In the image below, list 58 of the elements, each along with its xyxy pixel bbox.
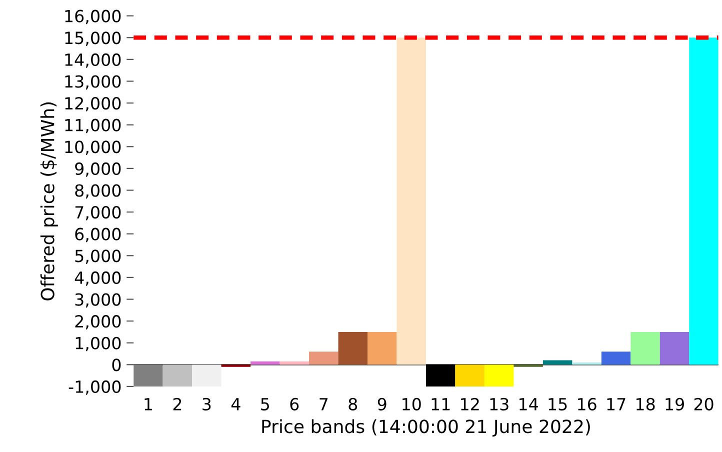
x-tick-label: 13: [490, 398, 508, 410]
y-tick-label: -1,000: [68, 380, 121, 395]
y-tick-label: 4,000: [74, 271, 121, 286]
y-tick-label: 11,000: [65, 118, 121, 134]
x-tick-label: 2: [173, 398, 182, 410]
x-tick-label: 19: [666, 398, 684, 410]
y-tick-label: 12,000: [65, 96, 121, 112]
y-tick-label: 15,000: [65, 32, 121, 46]
y-tick-label: 16,000: [65, 10, 121, 24]
bar: [660, 332, 690, 365]
y-tick-label: 1,000: [76, 336, 121, 352]
x-tick-label: 18: [636, 398, 655, 410]
x-tick-label: 14: [520, 398, 538, 410]
bar: [338, 332, 368, 365]
x-tick-label: 10: [402, 398, 421, 410]
x-tick-label: 9: [378, 398, 386, 410]
x-axis-title: Price bands (14:00:00 21 June 2022): [262, 419, 590, 437]
bar: [455, 364, 484, 386]
bar: [134, 364, 163, 386]
y-tick-label: 14,000: [65, 53, 121, 68]
x-tick-label: 17: [607, 398, 626, 410]
x-tick-label: 15: [548, 398, 567, 410]
bar: [542, 360, 572, 365]
bar: [162, 364, 192, 386]
bar: [309, 352, 338, 365]
bar: [601, 352, 631, 365]
y-tick-label: 9,000: [75, 162, 121, 177]
bar: [192, 364, 222, 386]
x-tick-label: 8: [348, 398, 358, 410]
y-tick-label: 6,000: [75, 228, 121, 242]
x-tick-label: 3: [202, 398, 211, 410]
y-tick-label: 3,000: [75, 293, 121, 308]
bar: [250, 361, 280, 365]
y-tick-label: 2,000: [75, 315, 121, 330]
x-tick-label: 16: [578, 398, 596, 410]
bar: [280, 361, 310, 365]
y-tick-label: 8,000: [75, 184, 121, 199]
bar: [426, 364, 456, 386]
bar: [572, 362, 602, 365]
y-tick-label: 0: [112, 358, 121, 372]
x-tick-label: 1: [144, 398, 152, 410]
x-tick-label: 5: [261, 398, 269, 410]
y-tick-label: 5,000: [75, 250, 121, 264]
y-axis-title: Offered price ($/MWh): [40, 102, 58, 300]
bar: [396, 38, 426, 365]
bar: [368, 332, 397, 365]
x-tick-label: 6: [290, 398, 299, 410]
x-tick-label: 4: [231, 398, 240, 410]
x-tick-label: 20: [694, 398, 714, 410]
bar: [484, 364, 514, 386]
x-tick-label: 12: [461, 398, 479, 410]
x-tick-label: 7: [320, 398, 328, 410]
bar: [689, 38, 718, 365]
y-tick-label: 13,000: [65, 75, 121, 90]
x-tick-label: 11: [432, 398, 450, 410]
y-tick-label: 10,000: [65, 140, 121, 155]
y-tick-label: 7,000: [75, 206, 121, 220]
bar: [630, 332, 660, 365]
